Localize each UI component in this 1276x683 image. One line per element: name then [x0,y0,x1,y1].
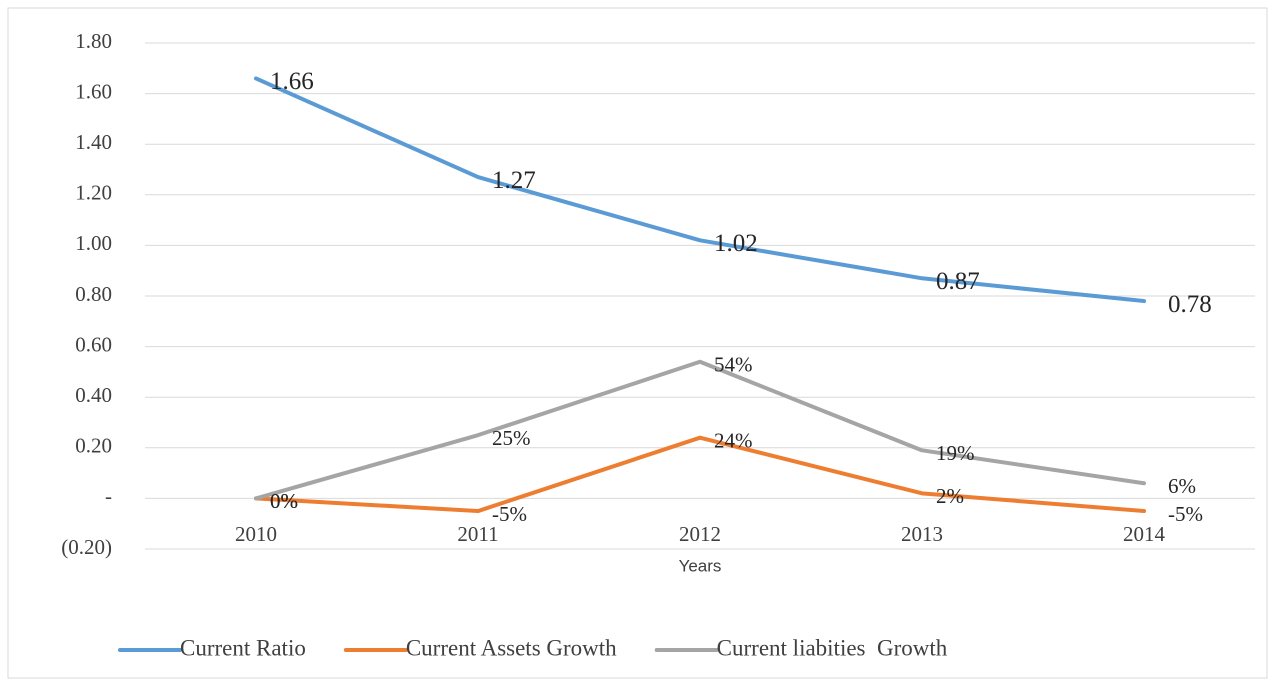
y-tick-label: 0.20 [75,434,112,458]
x-tick-label: 2011 [457,522,498,546]
y-tick-label: 0.80 [75,282,112,306]
y-tick-label: 1.40 [75,130,112,154]
y-tick-label: 1.20 [75,181,112,205]
data-label: -5% [492,502,527,526]
data-label: 0% [270,489,298,513]
x-tick-label: 2012 [679,522,721,546]
x-tick-label: 2014 [1123,522,1166,546]
data-label: 54% [714,353,753,377]
x-tick-label: 2013 [901,522,943,546]
y-tick-label: 1.80 [75,29,112,53]
data-label: 25% [492,426,531,450]
y-tick-label: - [105,484,112,508]
y-tick-label: 1.00 [75,231,112,255]
series-line [254,435,1146,514]
series-line [254,76,1146,304]
data-label: 2% [936,484,964,508]
x-tick-label: 2010 [235,522,277,546]
y-tick-label: (0.20) [61,535,112,559]
data-label: -5% [1168,502,1203,526]
legend-label: Current Assets Growth [406,635,617,660]
data-label: 19% [936,441,975,465]
data-label: 6% [1168,474,1196,498]
data-label: 1.02 [714,230,758,257]
y-tick-label: 0.60 [75,332,112,356]
series-line [254,359,1146,501]
data-label: 1.66 [270,68,314,95]
data-label: 24% [714,428,753,452]
data-label: 0.87 [936,268,980,295]
chart-border [7,7,1268,679]
y-tick-label: 0.40 [75,383,112,407]
y-tick-label: 1.60 [75,79,112,103]
data-label: 0.78 [1168,291,1212,318]
legend-label: Current liabities Growth [717,635,948,660]
data-label: 1.27 [492,167,536,194]
x-axis-title: Years [679,556,722,575]
legend-label: Current Ratio [180,635,306,660]
data-label: 0% [270,489,298,513]
